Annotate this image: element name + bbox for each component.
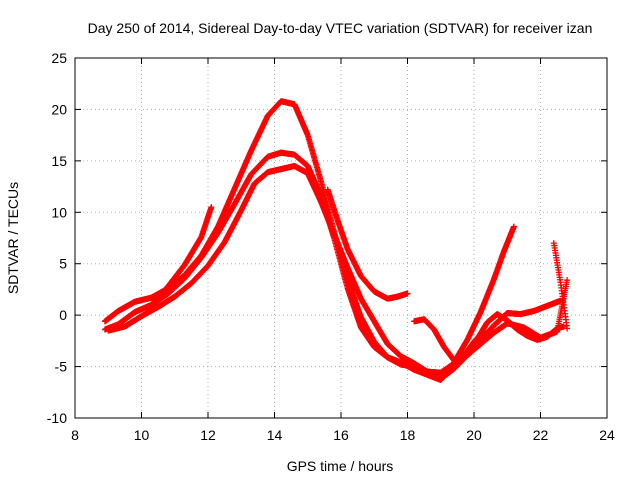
x-tick-label: 8 (71, 427, 79, 443)
series-group (101, 98, 571, 383)
plot-frame (74, 57, 608, 419)
series-track-8 (550, 240, 571, 332)
series-track-7 (474, 311, 567, 343)
series-track-3 (105, 163, 564, 376)
series-track-2 (101, 149, 517, 383)
x-tick-label: 10 (134, 427, 150, 443)
x-tick-label: 12 (200, 427, 216, 443)
y-tick-label: 0 (59, 307, 67, 323)
grid (75, 58, 607, 418)
data-point (510, 223, 517, 230)
axis-ticks: 8 10 12 14 16 18 20 22 24 -10 -5 0 5 10 15 20 25 (47, 50, 615, 443)
data-point (564, 277, 571, 284)
series-track-4 (148, 204, 215, 308)
x-tick-label: 18 (400, 427, 416, 443)
x-tick-label: 14 (267, 427, 283, 443)
x-tick-label: 16 (333, 427, 349, 443)
x-axis-label: GPS time / hours (287, 458, 394, 474)
data-point (560, 323, 567, 330)
data-point (208, 204, 215, 211)
chart-title: Day 250 of 2014, Sidereal Day-to-day VTE… (88, 20, 593, 36)
x-tick-label: 22 (533, 427, 549, 443)
data-point (564, 325, 571, 332)
y-tick-label: 10 (51, 204, 67, 220)
y-tick-label: 15 (51, 153, 67, 169)
x-tick-label: 24 (599, 427, 615, 443)
y-tick-label: 20 (51, 101, 67, 117)
series-track-5 (324, 186, 411, 302)
x-tick-label: 20 (466, 427, 482, 443)
y-tick-label: -10 (47, 410, 67, 426)
y-axis-label: SDTVAR / TECUs (5, 182, 21, 294)
series-track-6 (411, 316, 487, 364)
y-tick-label: 5 (59, 256, 67, 272)
data-point (404, 290, 411, 297)
y-tick-label: 25 (51, 50, 67, 66)
y-tick-label: -5 (55, 359, 68, 375)
